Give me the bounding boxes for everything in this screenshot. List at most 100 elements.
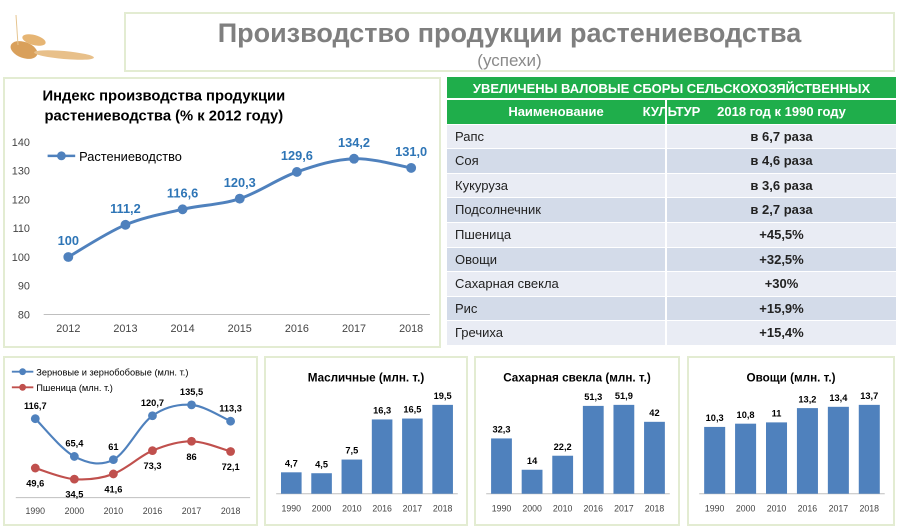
x-tick-label: 2017: [614, 503, 634, 513]
x-tick-label: 1990: [492, 503, 512, 513]
x-tick-label: 1990: [282, 503, 302, 513]
data-label: 135,5: [180, 387, 203, 397]
data-label: 16,3: [373, 406, 391, 416]
x-tick-label: 2016: [798, 503, 818, 513]
bar: [432, 404, 453, 494]
legend-marker-icon: [19, 368, 27, 376]
chart-title: Овощи (млн. т.): [746, 371, 835, 384]
data-label: 49,6: [26, 479, 44, 489]
data-point: [148, 411, 157, 421]
y-tick-label: 130: [12, 166, 30, 178]
data-point: [109, 455, 118, 465]
x-tick-label: 2015: [228, 323, 252, 335]
crop-name: Рапс: [447, 124, 667, 149]
x-tick-label: 2013: [113, 323, 137, 335]
y-tick-label: 120: [12, 194, 30, 206]
bar: [371, 419, 393, 494]
series-line: [34, 403, 232, 465]
x-tick-label: 2018: [433, 503, 453, 513]
data-label: 116,7: [24, 401, 47, 411]
bar: [281, 472, 302, 494]
crop-growth: +15,4%: [759, 325, 804, 341]
crop-growth: в 3,6 раза: [750, 177, 813, 193]
table-row: Пшеница +45,5%: [447, 222, 896, 248]
crop-growth-table: УВЕЛИЧЕНЫ ВАЛОВЫЕ СБОРЫ СЕЛЬСКОХОЗЯЙСТВЕ…: [447, 77, 896, 348]
x-tick-label: 2000: [312, 503, 332, 513]
bar: [311, 473, 332, 494]
x-tick-label: 2012: [56, 323, 80, 335]
data-label: 22,2: [554, 442, 572, 452]
x-tick-label: 2000: [65, 506, 85, 516]
chart-title: Сахарная свекла (млн. т.): [503, 371, 651, 384]
bar: [341, 459, 363, 494]
chart-title-line-1: Индекс производства продукции: [43, 89, 286, 105]
bar: [704, 426, 726, 494]
data-label: 32,3: [492, 425, 510, 435]
data-point: [406, 162, 417, 173]
data-label: 51,9: [615, 391, 633, 401]
column-header-ratio: 2018 год к 1990 году: [717, 104, 846, 119]
x-tick-label: 2010: [342, 503, 362, 513]
vegetables-bar-chart: Овощи (млн. т.) 10,3 1990 10,8 2000 11 2010 13,…: [687, 356, 895, 526]
y-tick-label: 140: [12, 137, 30, 149]
y-tick-label: 90: [18, 281, 30, 293]
crop-growth: +15,9%: [759, 300, 804, 316]
chart-title: Масличные (млн. т.): [308, 371, 425, 384]
x-tick-label: 2018: [860, 503, 880, 513]
data-point: [234, 193, 245, 204]
bar: [582, 405, 604, 494]
x-tick-label: 2017: [403, 503, 423, 513]
bar: [766, 422, 788, 494]
x-tick-label: 2017: [182, 506, 202, 516]
data-point: [187, 400, 196, 410]
crop-growth: в 4,6 раза: [750, 153, 813, 169]
data-label: 34,5: [65, 490, 83, 500]
data-label: 61: [108, 442, 118, 452]
x-tick-label: 2014: [171, 323, 195, 335]
data-label: 16,5: [403, 405, 421, 415]
x-tick-label: 2010: [553, 503, 573, 513]
x-tick-label: 2018: [399, 323, 423, 335]
data-label: 19,5: [434, 391, 452, 401]
data-label: 129,6: [281, 148, 313, 163]
index-line-chart: Индекс производства продукции растениево…: [3, 77, 441, 348]
legend: Зерновые и зернобобовые (млн. т.) Пшениц…: [11, 368, 188, 393]
table-row: Сахарная свекла +30%: [447, 272, 896, 297]
data-point: [177, 204, 188, 215]
sugar-beet-bar-chart: Сахарная свекла (млн. т.) 32,3 1990 14 2000 2…: [474, 356, 680, 526]
table-row: Соя в 4,6 раза: [447, 149, 896, 174]
bar: [613, 404, 635, 494]
bar: [402, 418, 423, 494]
oilseeds-bar-chart: Масличные (млн. т.) 4,7 1990 4,5 2000 7,5 2010…: [264, 356, 468, 526]
data-point: [226, 416, 235, 426]
data-point: [109, 469, 118, 479]
data-point: [148, 446, 157, 456]
table-row: Кукуруза в 3,6 раза: [447, 173, 896, 199]
x-tick-label: 2017: [342, 323, 366, 335]
data-label: 131,0: [395, 144, 427, 159]
x-tick-label: 2010: [104, 506, 124, 516]
data-point: [30, 463, 40, 473]
y-tick-label: 110: [13, 223, 30, 235]
x-tick-label: 2000: [736, 503, 756, 513]
data-point: [30, 414, 40, 424]
data-label: 116,6: [167, 185, 198, 200]
title-box: Производство продукции растениеводства (…: [124, 12, 895, 72]
crop-growth: в 2,7 раза: [750, 202, 813, 218]
data-label: 73,3: [143, 461, 161, 471]
data-point: [69, 452, 79, 461]
data-label: 13,2: [798, 394, 816, 404]
data-point: [349, 153, 359, 164]
crop-growth: +30%: [764, 276, 799, 292]
grain-line-chart: Зерновые и зернобобовые (млн. т.) Пшениц…: [3, 356, 258, 526]
data-point: [63, 252, 74, 262]
x-tick-label: 2016: [285, 323, 309, 335]
crop-growth: +45,5%: [759, 226, 804, 242]
bar: [827, 406, 849, 494]
bar: [858, 404, 880, 494]
legend-label: Растениеводство: [79, 149, 182, 164]
data-label: 41,6: [104, 484, 122, 494]
crop-name: Овощи: [447, 247, 667, 272]
data-label: 100: [58, 233, 79, 248]
legend: Растениеводство: [47, 149, 182, 164]
